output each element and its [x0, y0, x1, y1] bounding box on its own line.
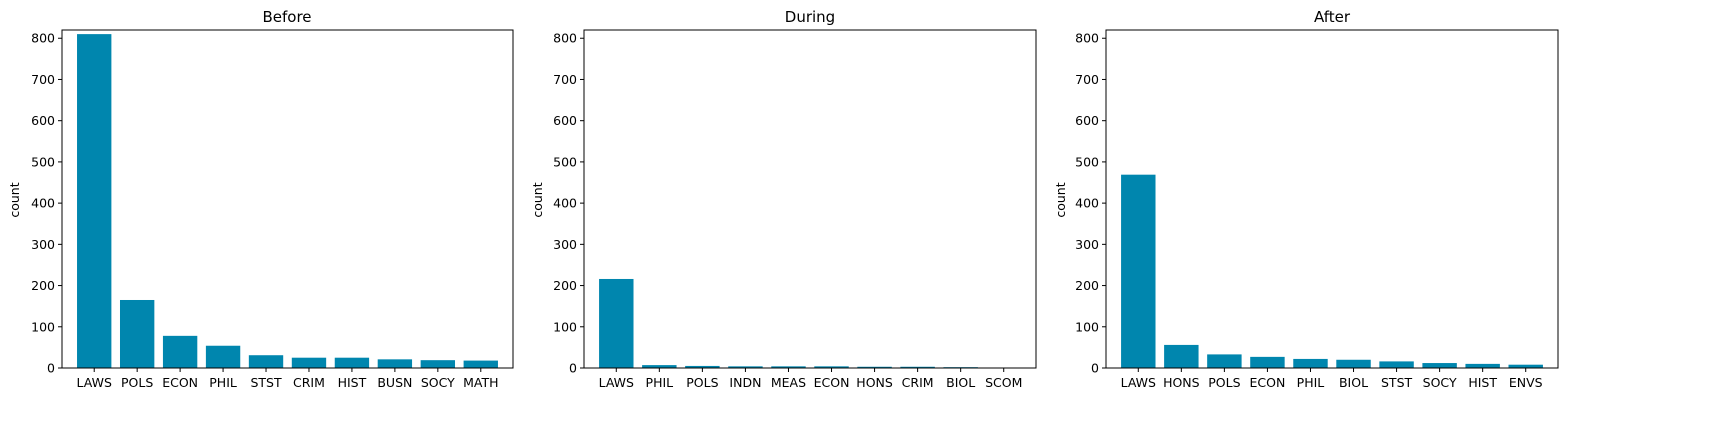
x-tick-label: SCOM [985, 375, 1022, 390]
x-tick-label: ECON [1250, 375, 1286, 390]
bar-econ [1250, 356, 1285, 368]
x-tick-label: HONS [1163, 375, 1200, 390]
y-tick-label: 0 [1091, 361, 1099, 376]
y-tick-label: 200 [1075, 278, 1099, 293]
y-tick-label: 600 [553, 113, 577, 128]
bar-busn [377, 359, 413, 368]
x-tick-label: LAWS [1121, 375, 1156, 390]
bar-laws [599, 278, 634, 368]
bar-phil [1293, 358, 1328, 368]
y-tick-label: 500 [553, 154, 577, 169]
y-tick-label: 600 [1075, 113, 1099, 128]
y-tick-label: 400 [31, 196, 55, 211]
x-tick-label: HIST [338, 375, 367, 390]
x-tick-label: POLS [1208, 375, 1240, 390]
chart-title: After [1314, 8, 1351, 26]
plot-frame [583, 29, 1037, 369]
x-tick-label: STST [1381, 375, 1413, 390]
x-tick-label: ENVS [1509, 375, 1543, 390]
bar-pols [119, 299, 155, 368]
x-tick-label: INDN [729, 375, 761, 390]
x-tick-label: PHIL [209, 375, 237, 390]
y-tick-label: 700 [553, 72, 577, 87]
x-tick-label: HONS [856, 375, 893, 390]
bar-crim [291, 357, 327, 368]
panel-during: During count 0 100 200 300 400 500 600 700 800 LA… [530, 8, 1037, 390]
y-axis-label: count [530, 182, 545, 217]
bar-math [463, 360, 498, 368]
x-tick-label: BIOL [1339, 375, 1368, 390]
panel-before: Before count 0 100 200 300 400 500 600 700 800 LA… [7, 8, 514, 390]
x-tick-label: CRIM [902, 375, 934, 390]
y-axis-label: count [1053, 182, 1068, 217]
y-tick-label: 100 [31, 319, 55, 334]
bar-phil [642, 365, 677, 368]
bar-socy [1422, 363, 1457, 368]
x-tick-label: SOCY [421, 375, 455, 390]
bar-pols [1207, 354, 1242, 368]
panel-after: After count 0 100 200 300 400 500 600 700 800 LAW… [1053, 8, 1559, 390]
y-tick-label: 700 [1075, 72, 1099, 87]
x-tick-label: CRIM [293, 375, 325, 390]
bar-socy [420, 360, 456, 368]
y-tick-label: 800 [553, 31, 577, 46]
x-tick-label: HIST [1468, 375, 1497, 390]
bar-econ [814, 366, 849, 368]
bar-laws [1121, 174, 1156, 368]
bar-crim [900, 366, 935, 368]
y-tick-label: 400 [1075, 196, 1099, 211]
x-tick-label: MEAS [771, 375, 806, 390]
y-tick-label: 800 [31, 31, 55, 46]
y-axis-label: count [7, 182, 22, 217]
x-tick-label: SOCY [1423, 375, 1457, 390]
y-tick-label: 100 [553, 319, 577, 334]
bar-hist [334, 357, 370, 368]
bar-biol [1336, 359, 1371, 368]
x-tick-label: ECON [162, 375, 198, 390]
y-tick-label: 100 [1075, 319, 1099, 334]
plot-frame [61, 29, 514, 369]
bar-stst [248, 355, 284, 368]
x-tick-label: STST [250, 375, 282, 390]
y-tick-label: 200 [553, 278, 577, 293]
bar-meas [771, 366, 806, 368]
x-tick-label: POLS [121, 375, 153, 390]
y-tick-label: 0 [47, 361, 55, 376]
bar-laws [77, 34, 112, 369]
x-tick-label: ECON [814, 375, 850, 390]
y-tick-label: 500 [1075, 154, 1099, 169]
bar-pols [685, 365, 720, 368]
y-tick-label: 600 [31, 113, 55, 128]
x-tick-label: LAWS [599, 375, 634, 390]
bar-envs [1508, 364, 1543, 368]
x-tick-label: PHIL [1297, 375, 1325, 390]
x-tick-label: BUSN [377, 375, 412, 390]
y-tick-label: 300 [1075, 237, 1099, 252]
y-tick-label: 300 [553, 237, 577, 252]
bar-hist [1465, 363, 1500, 368]
y-tick-label: 300 [31, 237, 55, 252]
y-tick-label: 500 [31, 154, 55, 169]
bar-stst [1379, 361, 1414, 368]
y-tick-label: 200 [31, 278, 55, 293]
x-tick-label: MATH [463, 375, 498, 390]
bar-hons [1164, 344, 1199, 368]
y-tick-label: 800 [1075, 31, 1099, 46]
y-tick-label: 700 [31, 72, 55, 87]
chart-title: During [785, 8, 835, 26]
chart-title: Before [262, 8, 311, 26]
plot-frame [1105, 29, 1559, 369]
bar-phil [205, 345, 241, 368]
x-tick-label: BIOL [946, 375, 975, 390]
bar-econ [162, 335, 198, 368]
bar-hons [857, 366, 892, 368]
x-tick-label: POLS [686, 375, 718, 390]
x-tick-label: PHIL [646, 375, 674, 390]
bar-indn [728, 366, 763, 368]
y-tick-label: 0 [569, 361, 577, 376]
x-tick-label: LAWS [77, 375, 112, 390]
y-tick-label: 400 [553, 196, 577, 211]
